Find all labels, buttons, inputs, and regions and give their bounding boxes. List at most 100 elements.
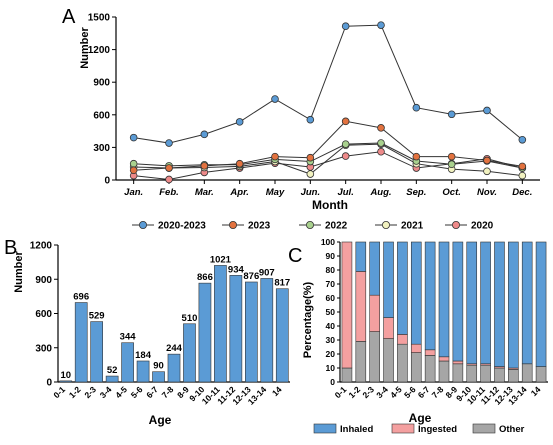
- panel-c-bar-segment: [424, 349, 436, 356]
- panel-a-data-point: [306, 170, 315, 178]
- panel-a-x-tick-label: May: [266, 187, 285, 198]
- panel-a-y-tick-label: 1200: [88, 45, 111, 56]
- panel-a-y-tick-label: 0: [104, 176, 110, 187]
- panel-c-bar-segment: [452, 363, 464, 383]
- panel-b-bar: [59, 380, 73, 383]
- panel-c-bar-segment: [383, 317, 394, 339]
- panel-a-y-tick-label: 600: [93, 110, 110, 121]
- panel-c-y-tick-label: 60: [326, 293, 336, 303]
- panel-a-x-tick-label: Jul.: [337, 187, 353, 198]
- panel-b-bar: [105, 375, 119, 383]
- panel-b-y-tick-label: 0: [46, 378, 52, 389]
- panel-a-series-line: [133, 143, 523, 177]
- panel-a-data-point: [447, 152, 456, 161]
- panel-b-bar: [260, 278, 274, 383]
- panel-c-bar-segment: [480, 241, 491, 365]
- panel-b-bar: [245, 281, 258, 383]
- panel-a-data-point: [341, 152, 350, 160]
- panel-b-bar: [74, 302, 88, 383]
- panel-b-y-tick-label: 1200: [30, 241, 53, 252]
- panel-c-bar-segment: [494, 367, 505, 383]
- panel-c-y-tick-label: 90: [326, 251, 336, 261]
- panel-b-data-label: 529: [89, 311, 105, 322]
- panel-a-legend-label: 2023: [248, 221, 271, 232]
- panel-c-bar-segment: [424, 241, 436, 351]
- panel-a-x-tick-label: Mar.: [195, 187, 214, 198]
- panel-c-y-tick-label: 10: [326, 363, 336, 373]
- panel-a-series-line: [133, 151, 523, 180]
- panel-c-legend-label: Inhaled: [340, 424, 373, 435]
- panel-c-bar-segment: [480, 364, 491, 383]
- panel-b-bar: [167, 353, 181, 383]
- panel-a-legend-marker: [451, 220, 460, 229]
- panel-b-y-axis-label: Number: [13, 251, 25, 293]
- panel-a-x-tick-label: Dec.: [512, 187, 532, 198]
- panel-c-bar-segment: [341, 367, 353, 383]
- panel-c-bar-segment: [521, 241, 533, 365]
- panel-a-data-point: [129, 159, 138, 168]
- panel-b-bar: [229, 275, 243, 383]
- panel-b-bar: [136, 360, 150, 383]
- panel-b-data-label: 184: [135, 350, 152, 361]
- panel-label-a: A: [62, 6, 76, 28]
- panel-a-data-point: [377, 139, 385, 147]
- panel-c-bar-segment: [466, 241, 478, 365]
- panel-a-series-line: [133, 24, 523, 144]
- panel-c-legend-label: Ingested: [418, 424, 457, 435]
- panel-b-data-label: 52: [107, 365, 118, 376]
- panel-a-y-tick-label: 300: [93, 143, 110, 154]
- panel-a-legend-marker: [138, 220, 147, 229]
- panel-b-x-axis-label: Age: [149, 413, 172, 427]
- panel-a-data-point: [129, 133, 138, 142]
- panel-c-bar-segment: [452, 360, 464, 365]
- panel-c-bar-segment: [369, 241, 380, 296]
- panel-b-bar: [152, 371, 165, 383]
- panel-a-legend-label: 2022: [325, 221, 348, 232]
- panel-c-bar-segment: [438, 360, 450, 383]
- panel-a-legend-label: 2020: [471, 221, 494, 232]
- panel-a-legend-marker: [305, 220, 314, 229]
- panel-a-data-point: [483, 156, 491, 165]
- panel-c-y-tick-label: 70: [326, 279, 336, 289]
- panel-a-x-tick-label: Aug.: [369, 187, 391, 198]
- panel-a-legend-label: 2021: [401, 221, 424, 232]
- panel-c-bar-segment: [341, 241, 353, 369]
- panel-a-x-tick-label: Oct.: [442, 187, 460, 198]
- panel-a-data-point: [518, 162, 527, 171]
- panel-c-y-tick-label: 50: [326, 307, 336, 317]
- panel-a-series-line: [133, 142, 523, 169]
- panel-a-data-point: [165, 139, 173, 147]
- panel-c-bar-segment: [466, 364, 478, 383]
- panel-c-x-tick-label: 14: [529, 384, 543, 398]
- panel-b-data-label: 907: [259, 267, 275, 278]
- panel-label-b: B: [4, 237, 17, 259]
- panel-b-data-label: 90: [153, 361, 164, 372]
- panel-a-y-axis-label: Number: [79, 27, 91, 69]
- panel-c-bar-segment: [369, 331, 380, 383]
- panel-a-data-point: [377, 147, 385, 156]
- panel-a-data-point: [165, 175, 173, 184]
- panel-a-series-line: [133, 120, 523, 171]
- panel-c-bar-segment: [410, 352, 422, 383]
- panel-c-bar-segment: [397, 241, 408, 335]
- panel-c-bar-segment: [535, 241, 547, 367]
- panel-a-data-point: [518, 135, 527, 144]
- panel-c-bar-segment: [452, 241, 464, 362]
- panel-c-bar-segment: [438, 356, 450, 362]
- panel-c-x-axis-label: Age: [409, 411, 432, 425]
- panel-b-data-label: 10: [60, 370, 71, 381]
- panel-a-data-point: [200, 162, 209, 170]
- panel-b-x-tick-label: 14: [270, 384, 284, 398]
- panel-c-bar-segment: [397, 334, 408, 345]
- panel-a-data-point: [341, 22, 350, 31]
- panel-a-data-point: [271, 95, 279, 103]
- panel-a-x-tick-label: Nov.: [477, 187, 497, 198]
- panel-b-x-tick-label: 5-6: [129, 384, 145, 400]
- panel-c-bar-segment: [438, 241, 450, 358]
- panel-a-y-tick-label: 900: [93, 78, 110, 89]
- panel-b-data-label: 696: [73, 292, 89, 303]
- panel-b-data-label: 1021: [210, 254, 232, 265]
- panel-b-y-tick-label: 600: [35, 309, 52, 320]
- panel-b-data-label: 510: [182, 313, 198, 324]
